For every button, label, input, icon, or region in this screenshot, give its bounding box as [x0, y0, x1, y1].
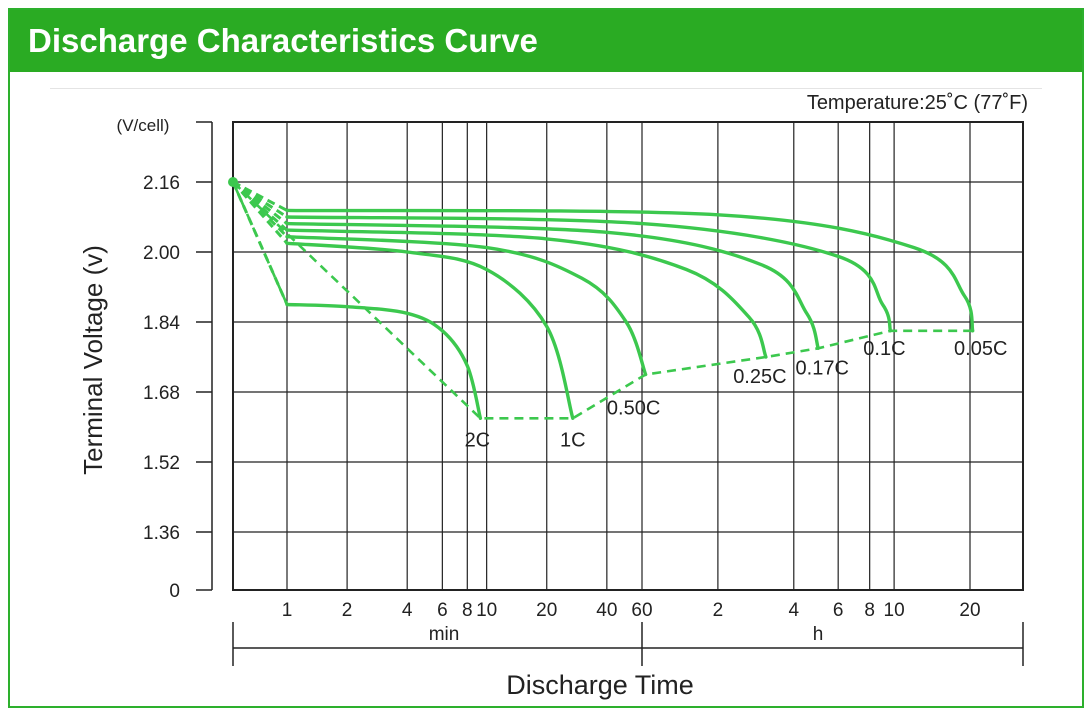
- y-tick-label: 1.84: [143, 313, 180, 334]
- series-label: 1C: [560, 429, 586, 451]
- series-initial-drop: [232, 180, 288, 212]
- x-tick-label: 20: [536, 600, 557, 621]
- series-line: [285, 221, 820, 350]
- series-label: 0.05C: [954, 338, 1007, 360]
- x-tick-label: 4: [788, 600, 799, 621]
- x-tick-label: 10: [884, 600, 905, 621]
- x-tick-label: 8: [864, 600, 875, 621]
- x-tick-label: 10: [476, 600, 497, 621]
- y-tick-label: 1.36: [143, 523, 180, 544]
- x-tick-label: 20: [959, 600, 980, 621]
- series-line: [285, 228, 768, 359]
- y-tick-label: 1.68: [143, 383, 180, 404]
- series-initial-drop: [231, 181, 289, 306]
- series-line: [285, 235, 648, 377]
- series-line: [285, 302, 483, 420]
- origin-point: [228, 177, 238, 187]
- y-tick-label: 2.00: [143, 243, 180, 264]
- temperature-note: Temperature:25˚C (77˚F): [807, 92, 1028, 114]
- x-tick-label: 6: [437, 600, 448, 621]
- x-group-label-h: h: [813, 624, 824, 645]
- series-label: 2C: [465, 429, 491, 451]
- header-divider: [50, 88, 1042, 89]
- title-banner: Discharge Characteristics Curve: [10, 10, 1082, 72]
- series-line: [285, 215, 893, 333]
- series-label: 0.50C: [607, 398, 660, 420]
- y-tick-label: 0: [169, 581, 180, 602]
- x-tick-label: 1: [282, 600, 293, 621]
- x-tick-label: 8: [462, 600, 473, 621]
- series-line: [285, 241, 575, 420]
- x-group-label-min: min: [429, 624, 460, 645]
- x-tick-label: 2: [342, 600, 353, 621]
- chart-frame: Discharge Characteristics Curve: [8, 8, 1084, 708]
- x-tick-label: 40: [596, 600, 617, 621]
- x-axis-title: Discharge Time: [506, 670, 694, 700]
- x-tick-label: 6: [833, 600, 844, 621]
- series-line: [285, 208, 975, 333]
- y-tick-label: 1.52: [143, 453, 180, 474]
- plot-area: [232, 121, 1024, 591]
- x-tick-label: 4: [402, 600, 413, 621]
- series-label: 0.25C: [733, 366, 786, 388]
- y-axis-title: Terminal Voltage (v): [78, 245, 108, 475]
- series-initial-drop: [232, 180, 288, 225]
- series-label: 0.1C: [863, 338, 905, 360]
- x-tick-label: 2: [713, 600, 724, 621]
- chart-title: Discharge Characteristics Curve: [28, 22, 538, 59]
- y-tick-label: 2.16: [143, 173, 180, 194]
- series-label: 0.17C: [796, 357, 849, 379]
- series-initial-drop: [232, 180, 288, 219]
- x-tick-label: 60: [631, 600, 652, 621]
- y-unit-label: (V/cell): [117, 116, 170, 135]
